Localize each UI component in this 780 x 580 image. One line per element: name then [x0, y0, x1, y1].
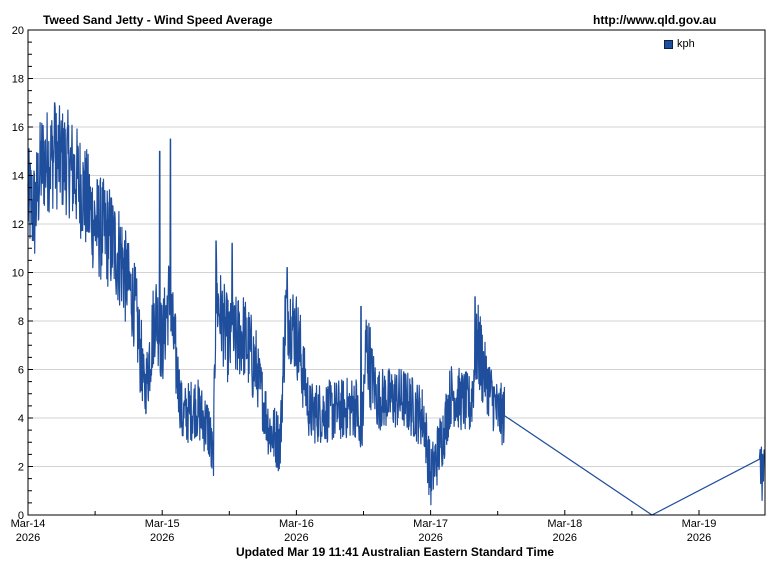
x-tick-label: Mar-15: [145, 518, 180, 530]
y-tick-label: 0: [18, 510, 24, 522]
y-tick-label: 18: [12, 74, 24, 86]
data-series-kph: [27, 102, 765, 516]
chart-title: Tweed Sand Jetty - Wind Speed Average: [43, 13, 273, 27]
x-tick-year: 2026: [284, 532, 308, 544]
y-tick-label: 6: [18, 365, 24, 377]
source-link[interactable]: http://www.qld.gov.au: [593, 13, 717, 27]
y-tick-label: 16: [12, 122, 24, 134]
x-tick-year: 2026: [553, 532, 577, 544]
x-tick-label: Mar-19: [682, 518, 717, 530]
x-tick-year: 2026: [687, 532, 711, 544]
y-tick-label: 14: [12, 171, 24, 183]
y-axis: 0 2 4 6 8 10 12 14 16 18 20: [12, 25, 33, 522]
x-tick-label: Mar-17: [413, 518, 448, 530]
y-tick-label: 4: [18, 413, 24, 425]
x-tick-label: Mar-14: [11, 518, 46, 530]
legend-label: kph: [677, 38, 695, 50]
y-tick-label: 2: [18, 462, 24, 474]
x-tick-year: 2026: [16, 532, 40, 544]
updated-timestamp: Updated Mar 19 11:41 Australian Eastern …: [235, 545, 555, 559]
grid-lines: [28, 78, 765, 467]
x-tick-label: Mar-18: [547, 518, 582, 530]
y-tick-label: 12: [12, 219, 24, 231]
x-tick-year: 2026: [418, 532, 442, 544]
y-tick-label: 10: [12, 268, 24, 280]
legend-swatch-icon: [664, 39, 673, 49]
x-tick-label: Mar-16: [279, 518, 314, 530]
y-tick-label: 20: [12, 25, 24, 37]
x-axis: Mar-14 2026 Mar-15 2026 Mar-16 2026 Mar-17 2026…: [11, 510, 717, 544]
wind-speed-line: [27, 102, 765, 516]
x-tick-year: 2026: [150, 532, 174, 544]
y-tick-label: 8: [18, 316, 24, 328]
legend: kph: [664, 38, 695, 50]
